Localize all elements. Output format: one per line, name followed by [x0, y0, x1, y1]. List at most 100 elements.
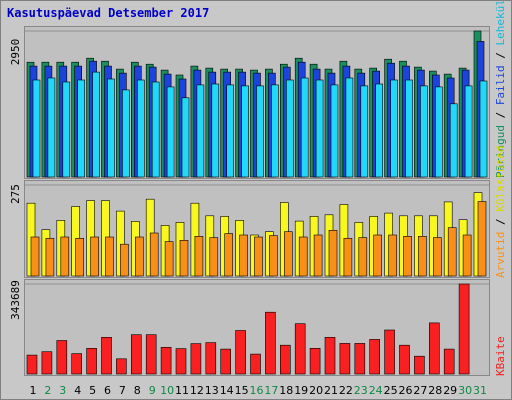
bar-top-lehek-lgi-day-27	[420, 85, 428, 178]
bar-middle-arvutid-day-26	[403, 236, 412, 277]
panel-top-max-label: 2950	[9, 39, 22, 66]
x-tick-label: 19	[294, 384, 308, 397]
bar-middle-arvutid-day-23	[358, 237, 368, 277]
legend-bottom: KBaite	[494, 336, 507, 376]
bar-bottom-kbaite-day-9	[145, 334, 157, 375]
legend-files: Failid	[494, 65, 507, 105]
x-tick-label: 1	[30, 384, 37, 397]
x-tick-label: 20	[309, 384, 323, 397]
x-tick-label: 30	[458, 384, 472, 397]
x-tick-label: 13	[205, 384, 219, 397]
x-tick-label: 11	[175, 384, 189, 397]
x-tick-label: 18	[279, 384, 293, 397]
bar-top-lehek-lgi-day-1	[32, 79, 41, 178]
bar-bottom-kbaite-day-27	[414, 355, 425, 375]
bar-top-lehek-lgi-day-10	[166, 86, 175, 178]
bar-middle-arvutid-day-30	[462, 234, 472, 277]
bar-middle-arvutid-day-13	[209, 237, 219, 277]
bar-bottom-kbaite-day-7	[116, 358, 127, 375]
x-tick-label: 27	[413, 384, 427, 397]
bar-middle-arvutid-day-6	[105, 236, 114, 277]
bar-bottom-kbaite-day-11	[175, 348, 187, 375]
bar-middle-arvutid-day-7	[120, 243, 129, 277]
x-tick-label: 22	[339, 384, 353, 397]
panel-middle-max-label: 275	[9, 184, 22, 204]
x-tick-label: 4	[74, 384, 81, 397]
bar-middle-arvutid-day-27	[418, 236, 427, 277]
x-tick-label: 2	[44, 384, 51, 397]
bar-bottom-kbaite-day-17	[265, 311, 276, 375]
bar-top-lehek-lgi-day-21	[330, 84, 339, 178]
x-tick-label: 5	[89, 384, 96, 397]
legend-middle: Arvutid / Külastused	[494, 146, 507, 278]
x-tick-label: 8	[134, 384, 141, 397]
bar-top-lehek-lgi-day-14	[226, 84, 234, 178]
legend-pageviews: Päringud	[494, 125, 507, 178]
legend-pages: Lehekülgi	[494, 0, 507, 46]
bar-middle-arvutid-day-25	[388, 234, 397, 277]
x-tick-label: 17	[264, 384, 278, 397]
x-tick-label: 7	[119, 384, 126, 397]
bar-bottom-kbaite-day-19	[294, 323, 306, 375]
bar-top-lehek-lgi-day-8	[137, 79, 145, 178]
bar-bottom-kbaite-day-30	[458, 283, 470, 375]
bar-middle-arvutid-day-18	[283, 231, 293, 277]
x-tick-label: 24	[369, 384, 383, 397]
bar-top-lehek-lgi-day-7	[122, 89, 130, 178]
bar-bottom-kbaite-day-8	[131, 334, 142, 375]
bar-top-lehek-lgi-day-29	[449, 103, 458, 178]
bar-middle-arvutid-day-14	[224, 233, 233, 277]
x-tick-label: 3	[59, 384, 66, 397]
bar-bottom-kbaite-day-28	[428, 322, 440, 375]
bar-top-lehek-lgi-day-30	[464, 85, 473, 178]
bar-top-lehek-lgi-day-5	[92, 71, 100, 178]
bar-top-lehek-lgi-day-20	[315, 79, 324, 178]
bar-bottom-kbaite-day-5	[86, 347, 97, 375]
bar-bottom-kbaite-day-15	[235, 330, 246, 375]
bar-top-lehek-lgi-day-12	[196, 84, 205, 178]
x-tick-label: 14	[220, 384, 234, 397]
x-axis: 1 2 3 4 5 6 7 8 9 10 11 12 13 14 15 16 17 18 19 20 21 22 23 24 2…	[30, 384, 488, 397]
bar-bottom-kbaite-day-21	[324, 336, 336, 375]
x-tick-label: 25	[384, 384, 398, 397]
bar-top-lehek-lgi-day-28	[434, 86, 443, 178]
bar-middle-arvutid-day-4	[75, 238, 84, 277]
bar-bottom-kbaite-day-29	[443, 348, 455, 375]
bar-bottom-kbaite-day-24	[369, 339, 381, 375]
bar-middle-arvutid-day-16	[254, 236, 263, 277]
bar-top-lehek-lgi-day-18	[285, 79, 294, 178]
bar-middle-arvutid-day-8	[135, 236, 144, 277]
legend-separator: /	[494, 105, 507, 118]
bar-middle-arvutid-day-5	[90, 236, 99, 277]
x-tick-label: 9	[149, 384, 156, 397]
bar-top-lehek-lgi-day-19	[300, 77, 309, 178]
bar-middle-arvutid-day-31	[477, 201, 487, 277]
bar-bottom-kbaite-day-2	[41, 351, 53, 375]
bar-bottom-kbaite-day-4	[71, 353, 82, 375]
bar-top-lehek-lgi-day-25	[390, 79, 398, 178]
x-tick-label: 10	[160, 384, 174, 397]
bar-bottom-kbaite-day-25	[384, 329, 395, 375]
bar-bottom-kbaite-day-13	[205, 342, 217, 375]
bar-middle-arvutid-day-15	[239, 234, 248, 277]
bar-middle-arvutid-day-24	[373, 234, 383, 277]
bars	[26, 30, 488, 375]
bar-middle-arvutid-day-1	[30, 236, 40, 277]
bar-top-lehek-lgi-day-15	[241, 85, 249, 178]
bar-bottom-kbaite-day-12	[190, 343, 202, 375]
x-tick-label: 29	[443, 384, 457, 397]
bar-bottom-kbaite-day-14	[220, 348, 231, 375]
bar-top-lehek-lgi-day-9	[151, 81, 160, 178]
bar-middle-arvutid-day-3	[60, 236, 70, 277]
bar-top-lehek-lgi-day-6	[107, 78, 115, 178]
bar-bottom-kbaite-day-1	[26, 354, 38, 375]
bar-middle-arvutid-day-29	[447, 227, 457, 277]
bar-bottom-kbaite-day-6	[101, 336, 112, 375]
legend-separator: /	[494, 46, 507, 59]
x-tick-label: 21	[324, 384, 338, 397]
bar-top-lehek-lgi-day-2	[47, 77, 56, 178]
bar-bottom-kbaite-day-18	[279, 344, 291, 375]
x-tick-label: 15	[235, 384, 249, 397]
bar-middle-arvutid-day-10	[164, 241, 174, 277]
